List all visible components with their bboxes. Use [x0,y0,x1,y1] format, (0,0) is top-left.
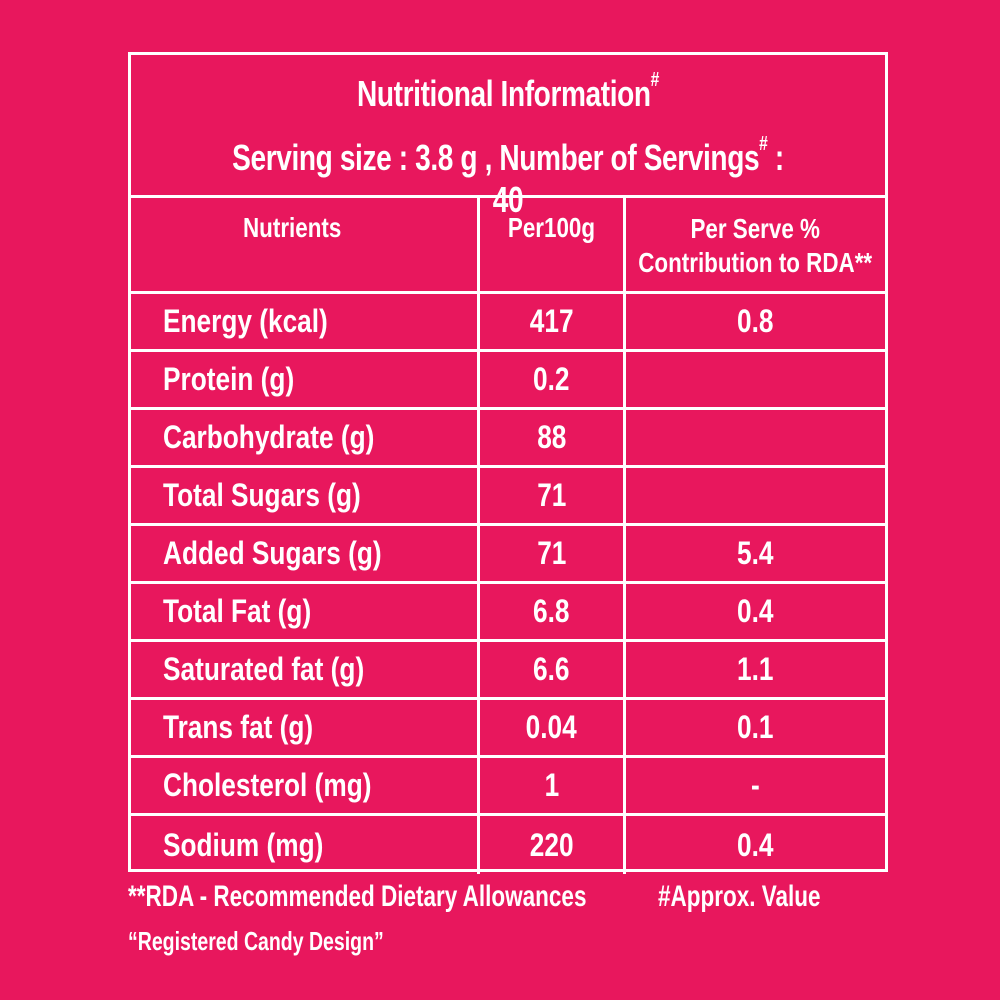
rda-cell: 5.4 [626,526,885,581]
table-row: Saturated fat (g) 6.6 1.1 [131,642,885,700]
nutrition-panel: Nutritional Information# Serving size : … [128,52,888,874]
per100g-value: 88 [536,419,567,455]
title-text: Nutritional Information [357,73,651,114]
per100g-value: 71 [536,535,567,571]
per100g-cell: 6.8 [480,584,626,639]
per100g-cell: 71 [480,526,626,581]
table-row: Added Sugars (g) 71 5.4 [131,526,885,584]
nutrient-name: Total Sugars (g) [163,477,361,513]
per100g-cell: 220 [480,816,626,874]
nutrient-cell: Energy (kcal) [131,294,480,349]
nutrient-cell: Sodium (mg) [131,816,480,874]
rda-cell: 0.8 [626,294,885,349]
nutrient-cell: Trans fat (g) [131,700,480,755]
nutrient-name: Carbohydrate (g) [163,419,375,455]
nutrient-cell: Carbohydrate (g) [131,410,480,465]
serving-mark: # [759,133,768,155]
header-cell-rda: Per Serve % Contribution to RDA** [626,198,885,291]
per100g-value: 0.2 [533,361,570,397]
per100g-cell: 1 [480,758,626,813]
rda-cell: 1.1 [626,642,885,697]
title-block: Nutritional Information# Serving size : … [131,55,885,220]
nutrient-cell: Saturated fat (g) [131,642,480,697]
table-row: Protein (g) 0.2 [131,352,885,410]
nutrient-name: Cholesterol (mg) [163,767,372,803]
header-cell-per100g: Per100g [480,198,626,291]
per100g-cell: 71 [480,468,626,523]
table-row: Total Fat (g) 6.8 0.4 [131,584,885,642]
nutrient-cell: Added Sugars (g) [131,526,480,581]
header-rda-line2: Contribution to RDA** [638,247,873,278]
header-cell-nutrients: Nutrients [131,198,480,291]
nutrient-name: Trans fat (g) [163,709,314,745]
table-row: Trans fat (g) 0.04 0.1 [131,700,885,758]
nutrition-table: Nutrients Per100g Per Serve % Contributio… [131,198,885,874]
rda-cell: 0.1 [626,700,885,755]
rda-value: 5.4 [737,535,774,571]
per100g-value: 6.6 [533,651,570,687]
rda-value: 0.4 [737,593,774,629]
serving-info: Serving size : 3.8 g , Number of Serving… [214,133,802,221]
rda-cell: - [626,758,885,813]
per100g-value: 220 [529,826,574,863]
nutrient-name: Protein (g) [163,361,295,397]
nutrient-name: Total Fat (g) [163,593,312,629]
table-row: Energy (kcal) 417 0.8 [131,294,885,352]
table-row: Sodium (mg) 220 0.4 [131,816,885,874]
per100g-cell: 88 [480,410,626,465]
header-per100g: Per100g [507,212,596,243]
design-footnote: “Registered Candy Design” [128,926,384,956]
nutrient-cell: Total Fat (g) [131,584,480,639]
nutrient-cell: Total Sugars (g) [131,468,480,523]
nutrient-name: Added Sugars (g) [163,535,382,571]
rda-footnote: **RDA - Recommended Dietary Allowances [128,880,587,913]
per100g-cell: 6.6 [480,642,626,697]
rda-value: 0.4 [737,826,774,863]
rda-cell [626,410,885,465]
rda-value: 0.1 [737,709,774,745]
rda-value: - [751,767,760,803]
table-header-row: Nutrients Per100g Per Serve % Contributio… [131,198,885,294]
header-rda: Per Serve % Contribution to RDA** [639,212,873,280]
table-row: Total Sugars (g) 71 [131,468,885,526]
serving-prefix: Serving size : 3.8 g , Number of Serving… [232,137,760,178]
table-row: Carbohydrate (g) 88 [131,410,885,468]
header-rda-line1: Per Serve % [690,213,821,244]
nutrient-name: Energy (kcal) [163,303,328,339]
per100g-value: 1 [544,767,559,803]
serving-suffix: : 40 [492,137,784,220]
per100g-value: 71 [536,477,567,513]
per100g-cell: 417 [480,294,626,349]
nutrient-name: Saturated fat (g) [163,651,365,687]
page-title: Nutritional Information# [214,69,802,115]
rda-value: 0.8 [737,303,774,339]
per100g-value: 0.04 [525,709,578,745]
nutrient-cell: Protein (g) [131,352,480,407]
title-mark: # [650,69,660,91]
rda-cell [626,468,885,523]
rda-cell: 0.4 [626,816,885,874]
nutrient-cell: Cholesterol (mg) [131,758,480,813]
header-nutrients: Nutrients [242,212,341,243]
rda-value: 1.1 [737,651,774,687]
per100g-value: 6.8 [533,593,570,629]
approx-footnote: #Approx. Value [658,880,821,913]
rda-cell [626,352,885,407]
table-row: Cholesterol (mg) 1 - [131,758,885,816]
per100g-cell: 0.04 [480,700,626,755]
rda-cell: 0.4 [626,584,885,639]
per100g-value: 417 [529,303,574,339]
nutrient-name: Sodium (mg) [163,826,324,863]
per100g-cell: 0.2 [480,352,626,407]
